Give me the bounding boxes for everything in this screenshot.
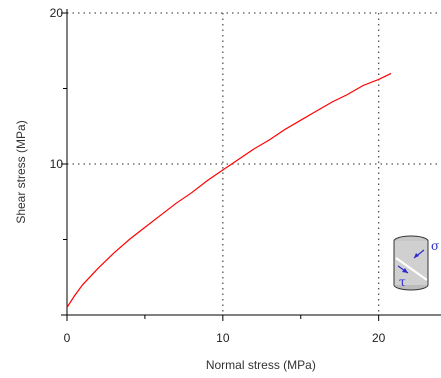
labels-layer: 0 10 20 10 20 [50,6,386,345]
cylinder-shear-plane-icon: σ τ [393,235,439,291]
grid-layer [67,12,441,315]
x-axis-title: Normal stress (MPa) [206,358,316,372]
x-tick-label-0: 0 [64,331,71,345]
axes-layer [61,9,441,321]
x-tick-label-10: 10 [216,331,230,345]
x-tick-label-20: 20 [372,331,386,345]
y-tick-label-20: 20 [50,6,64,20]
series-layer [66,72,392,308]
series-line-0 [66,72,392,308]
sigma-symbol: σ [431,239,439,253]
tau-symbol: τ [399,275,406,289]
y-tick-label-10: 10 [50,157,64,171]
y-axis-title: Shear stress (MPa) [14,120,28,223]
